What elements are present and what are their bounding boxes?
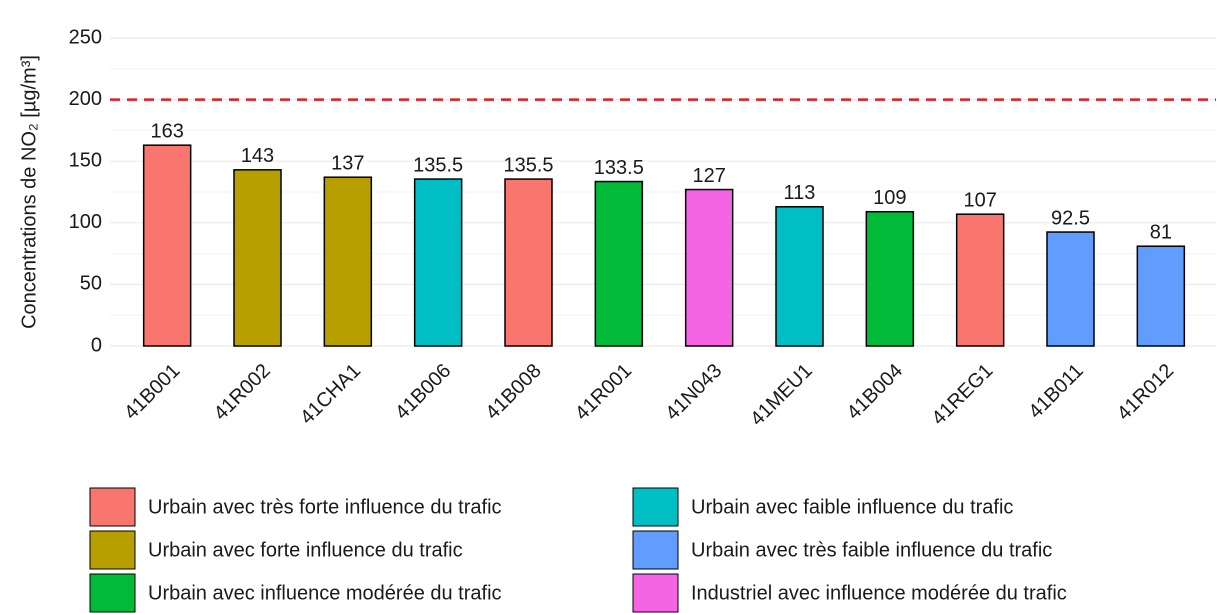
y-tick-label: 150 bbox=[69, 149, 102, 171]
x-tick-label: 41B004 bbox=[843, 360, 907, 424]
x-tick-label: 41R012 bbox=[1113, 360, 1178, 425]
x-tick-label: 41CHA1 bbox=[296, 360, 365, 429]
data-label: 163 bbox=[150, 120, 183, 142]
legend-swatch bbox=[89, 573, 136, 613]
data-label: 107 bbox=[963, 189, 996, 211]
bar bbox=[413, 178, 463, 347]
x-tick-label: 41N043 bbox=[661, 360, 726, 425]
x-tick-label: 41B006 bbox=[391, 360, 455, 424]
legend-label: Urbain avec très forte influence du traf… bbox=[148, 496, 502, 518]
legend-swatch bbox=[632, 530, 679, 570]
x-tick-label: 41B008 bbox=[481, 360, 545, 424]
legend-swatch bbox=[632, 487, 679, 527]
bar bbox=[1046, 231, 1095, 347]
x-tick-label: 41R002 bbox=[210, 360, 275, 425]
data-label: 127 bbox=[692, 165, 725, 187]
data-label: 81 bbox=[1150, 221, 1172, 243]
y-tick-label: 100 bbox=[69, 211, 102, 233]
x-tick-label: 41R001 bbox=[571, 360, 636, 425]
y-tick-label: 0 bbox=[91, 334, 102, 356]
legend-label: Urbain avec forte influence du trafic bbox=[148, 539, 463, 561]
bar bbox=[865, 210, 915, 347]
bar bbox=[775, 206, 824, 347]
bar bbox=[1136, 245, 1186, 347]
data-label: 143 bbox=[241, 145, 274, 167]
data-label: 135.5 bbox=[413, 154, 463, 176]
data-label: 109 bbox=[873, 187, 906, 209]
bar bbox=[142, 144, 192, 347]
legend-label: Urbain avec très faible influence du tra… bbox=[691, 539, 1052, 561]
bar bbox=[684, 188, 734, 347]
y-tick-label: 50 bbox=[80, 273, 102, 295]
bar bbox=[594, 180, 644, 347]
x-tick-label: 41B011 bbox=[1024, 360, 1087, 423]
bar bbox=[504, 178, 553, 347]
legend-label: Urbain avec faible influence du trafic bbox=[691, 496, 1013, 518]
legend-label: Industriel avec influence modérée du tra… bbox=[691, 582, 1067, 604]
data-label: 113 bbox=[784, 182, 816, 204]
y-tick-label: 200 bbox=[69, 88, 102, 110]
data-label: 92.5 bbox=[1051, 207, 1090, 229]
x-tick-label: 41MEU1 bbox=[746, 360, 817, 431]
x-tick-label: 41REG1 bbox=[928, 360, 998, 430]
bar bbox=[323, 176, 373, 347]
data-label: 137 bbox=[331, 152, 364, 174]
data-label: 133.5 bbox=[594, 157, 644, 179]
x-tick-label: 41B001 bbox=[120, 360, 184, 424]
legend-swatch bbox=[89, 530, 136, 570]
data-label: 135.5 bbox=[503, 154, 553, 176]
legend-swatch bbox=[89, 487, 136, 527]
legend-swatch bbox=[632, 573, 679, 613]
bar bbox=[955, 213, 1005, 347]
y-tick-label: 250 bbox=[69, 26, 102, 48]
y-axis-label: Concentrations de NO₂ [µg/m³] bbox=[18, 55, 40, 329]
legend-label: Urbain avec influence modérée du trafic bbox=[148, 582, 502, 604]
bar bbox=[233, 169, 282, 347]
